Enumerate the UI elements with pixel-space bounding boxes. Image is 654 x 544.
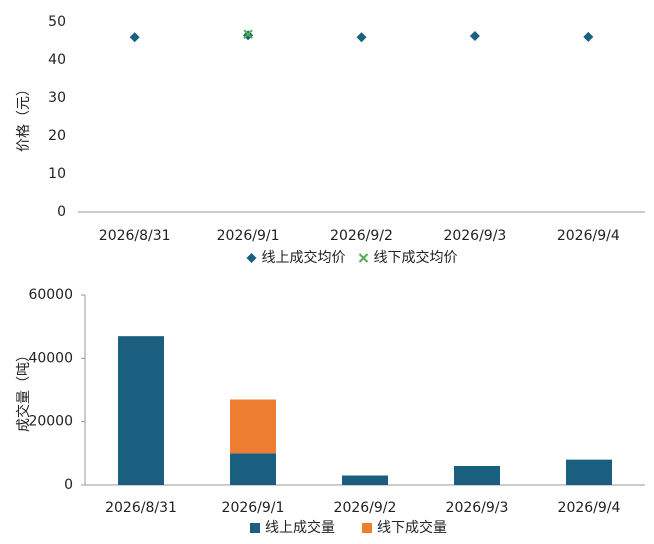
y-tick-label: 20 bbox=[48, 128, 66, 144]
x-tick-label: 2026/9/2 bbox=[334, 500, 397, 516]
y-tick-label: 50 bbox=[48, 14, 66, 30]
x-tick-label: 2026/9/4 bbox=[557, 228, 620, 244]
y-tick-label: 60000 bbox=[28, 287, 73, 303]
x-tick-label: 2026/9/1 bbox=[222, 500, 285, 516]
y-tick-label: 0 bbox=[57, 204, 66, 220]
x-tick-label: 2026/8/31 bbox=[105, 500, 177, 516]
bar bbox=[230, 453, 276, 485]
y-tick-label: 0 bbox=[64, 477, 73, 493]
legend-marker bbox=[250, 523, 260, 533]
x-tick-label: 2026/9/2 bbox=[330, 228, 393, 244]
bar bbox=[118, 336, 164, 485]
bar bbox=[342, 475, 388, 485]
x-tick-label: 2026/9/3 bbox=[446, 500, 509, 516]
data-point bbox=[243, 29, 253, 39]
data-point bbox=[129, 32, 140, 43]
legend-label: 线上成交量 bbox=[265, 519, 335, 536]
legend-marker bbox=[362, 523, 372, 533]
bar bbox=[454, 466, 500, 485]
y-tick-label: 10 bbox=[48, 166, 66, 182]
y-tick-label: 30 bbox=[48, 90, 66, 106]
legend-label: 线下成交量 bbox=[377, 519, 447, 536]
x-tick-label: 2026/9/1 bbox=[217, 228, 280, 244]
y-tick-label: 40 bbox=[48, 52, 66, 68]
legend-label: 线下成交均价 bbox=[374, 249, 458, 266]
y-axis-title: 成交量（吨） bbox=[15, 348, 32, 432]
data-point bbox=[356, 32, 367, 43]
x-tick-label: 2026/8/31 bbox=[99, 228, 171, 244]
legend-marker bbox=[246, 253, 257, 263]
y-axis-title: 价格（元） bbox=[16, 82, 32, 152]
bar bbox=[566, 459, 612, 485]
x-tick-label: 2026/9/3 bbox=[443, 228, 506, 244]
bar bbox=[230, 399, 276, 454]
data-point bbox=[469, 31, 480, 42]
y-tick-label: 20000 bbox=[28, 414, 73, 430]
legend-marker bbox=[358, 253, 369, 263]
legend-label: 线上成交均价 bbox=[262, 249, 346, 266]
x-tick-label: 2026/9/4 bbox=[558, 500, 621, 516]
y-tick-label: 40000 bbox=[28, 350, 73, 366]
data-point bbox=[583, 31, 594, 42]
